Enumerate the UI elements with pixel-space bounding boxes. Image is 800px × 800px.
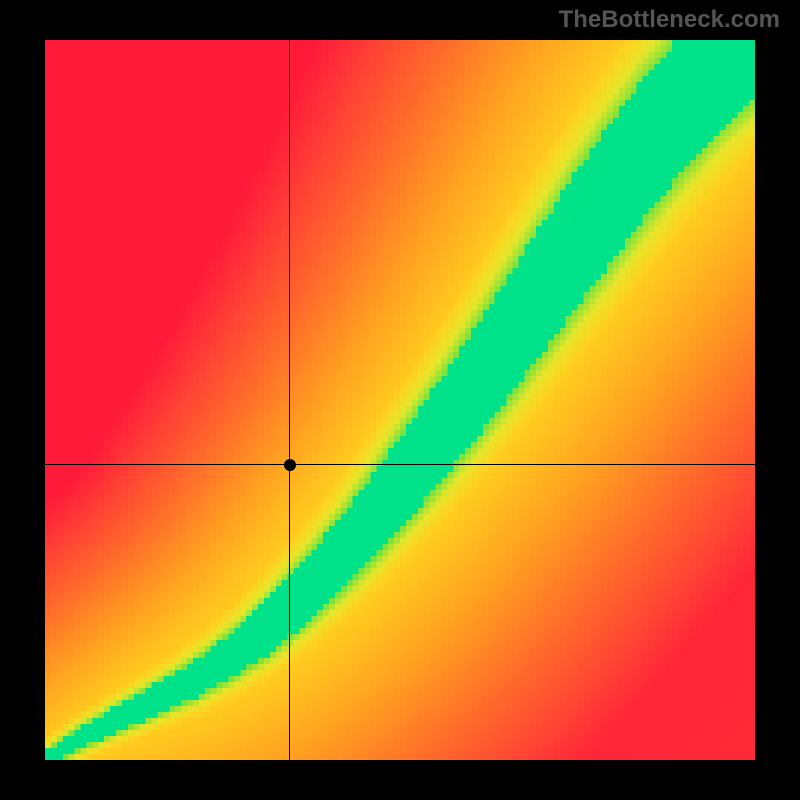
watermark-text: TheBottleneck.com xyxy=(559,6,780,34)
bottleneck-heatmap xyxy=(45,40,755,760)
heatmap-canvas xyxy=(45,40,755,760)
